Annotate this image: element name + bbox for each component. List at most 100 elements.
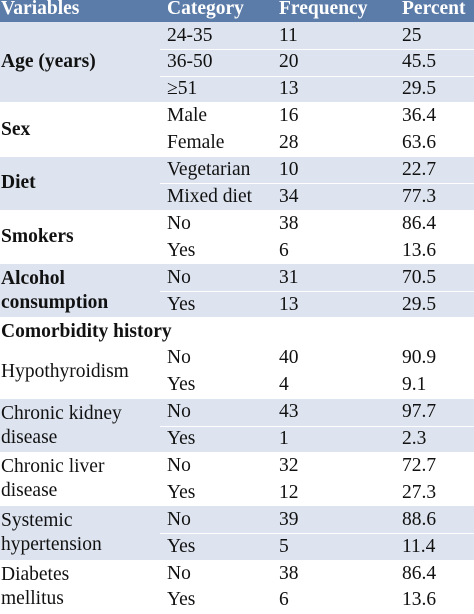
header-cell: Frequency [279,0,368,19]
category-cell: No [167,508,191,530]
category-cell: Yes [167,428,196,449]
header-cell: Percent [402,0,466,19]
row-divider [160,586,474,588]
row-divider [160,48,474,50]
frequency-cell: 12 [279,481,299,503]
frequency-cell: 6 [279,589,289,611]
percent-cell: 36.4 [402,105,437,127]
group-band [0,22,474,103]
variable-label: Chronic kidney [1,402,122,424]
percent-cell: 13.6 [402,239,437,261]
variable-label: Smokers [1,226,74,248]
percent-cell: 13.6 [402,589,437,611]
frequency-cell: 20 [279,51,299,73]
category-cell: 24-35 [167,24,213,46]
row-divider [160,75,474,77]
percent-cell: 86.4 [402,562,437,584]
category-cell: Mixed diet [167,185,253,207]
percent-cell: 72.7 [402,454,437,476]
variable-label: Age (years) [1,51,96,73]
frequency-cell: 32 [279,454,299,476]
category-cell: No [167,562,191,584]
header-cell: Category [167,0,244,19]
row-divider [160,533,474,535]
category-cell: Yes [167,535,196,557]
category-cell: Yes [167,589,196,611]
group-band [0,264,474,318]
row-divider [160,425,474,427]
frequency-cell: 13 [279,293,299,315]
category-cell: Yes [167,481,196,503]
percent-cell: 45.5 [402,51,437,73]
percent-cell: 27.3 [402,481,437,503]
frequency-cell: 31 [279,266,299,288]
category-cell: Male [167,105,208,127]
category-cell: No [167,454,191,476]
variable-label: hypertension [1,534,102,556]
percent-cell: 22.7 [402,159,437,180]
variable-label: Diabetes [1,563,70,585]
percent-cell: 29.5 [402,78,437,100]
header-cell: Variables [1,0,80,19]
frequency-cell: 40 [279,347,299,369]
frequency-cell: 39 [279,508,299,530]
percent-cell: 63.6 [402,132,437,154]
category-cell: Yes [167,239,196,261]
row-divider [160,479,474,481]
frequency-cell: 6 [279,239,289,261]
section-row [0,317,474,345]
frequency-cell: 43 [279,401,299,423]
category-cell: No [167,212,191,234]
row-divider [160,291,474,292]
percent-cell: 2.3 [402,428,427,449]
variable-label: disease [1,480,58,502]
variable-label: Diet [1,172,36,194]
frequency-cell: 10 [279,159,299,180]
frequency-cell: 34 [279,185,299,207]
group-band [0,506,474,560]
frequency-cell: 4 [279,374,289,396]
category-cell: Vegetarian [167,159,251,180]
percent-cell: 9.1 [402,374,427,396]
category-cell: No [167,401,191,423]
frequency-cell: 13 [279,78,299,100]
percent-cell: 77.3 [402,185,437,207]
group-band [0,398,474,453]
section-title: Comorbidity history [1,320,172,342]
group-band [0,102,474,157]
row-divider [160,371,474,373]
percent-cell: 25 [402,24,422,46]
variable-label: Hypothyroidism [1,360,129,382]
category-cell: Yes [167,374,196,396]
percent-cell: 97.7 [402,401,437,423]
table-header [0,0,474,22]
row-divider [160,237,474,239]
row-divider [160,183,474,185]
frequency-cell: 38 [279,562,299,584]
percent-cell: 90.9 [402,347,437,369]
percent-cell: 29.5 [402,293,437,315]
percent-cell: 70.5 [402,266,437,288]
percent-cell: 88.6 [402,508,437,530]
frequency-cell: 11 [279,24,298,46]
frequency-cell: 28 [279,132,299,154]
row-divider [160,129,474,131]
category-cell: No [167,266,191,288]
variable-label: Alcohol [1,268,65,289]
variable-label: Systemic [1,510,73,532]
percent-cell: 86.4 [402,212,437,234]
category-cell: 36-50 [167,51,213,73]
variable-label: Chronic liver [1,456,105,478]
category-cell: Female [167,132,225,154]
percent-cell: 11.4 [402,535,436,557]
category-cell: No [167,347,191,369]
category-cell: ≥51 [167,78,198,100]
frequency-cell: 1 [279,428,289,449]
frequency-cell: 38 [279,212,299,234]
variable-label: mellitus [1,587,64,609]
variable-label: Sex [1,118,31,140]
variable-label: consumption [1,292,109,313]
frequency-cell: 16 [279,105,299,127]
frequency-cell: 5 [279,535,289,557]
